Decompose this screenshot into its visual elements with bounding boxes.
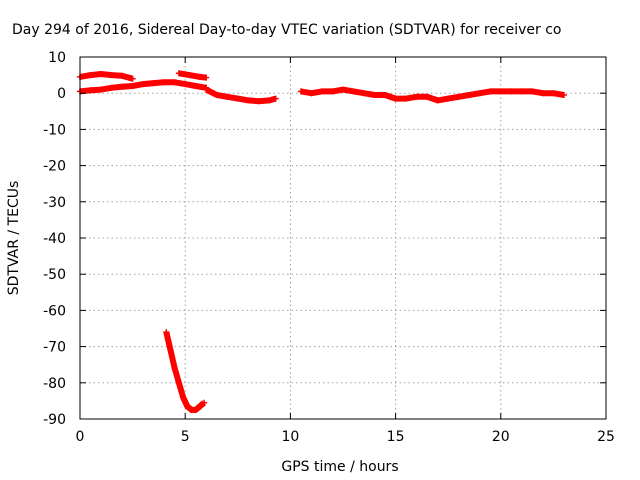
data-point xyxy=(150,80,157,87)
data-point xyxy=(403,95,410,102)
data-point xyxy=(171,79,178,86)
data-point xyxy=(234,95,241,102)
data-point xyxy=(186,72,193,79)
y-tick-label: -10 xyxy=(43,122,66,138)
data-point xyxy=(508,88,515,95)
data-point xyxy=(201,399,208,406)
data-point xyxy=(382,92,389,99)
data-point xyxy=(308,90,315,97)
grid xyxy=(80,57,606,419)
data-point xyxy=(318,88,325,95)
data-point xyxy=(175,70,182,77)
data-point xyxy=(466,92,473,99)
data-point xyxy=(129,82,136,89)
data-point xyxy=(539,90,546,97)
data-point xyxy=(192,406,199,413)
y-axis-label: SDTVAR / TECUs xyxy=(6,181,22,296)
data-point xyxy=(424,93,431,100)
plot-frame xyxy=(79,56,607,420)
data-point xyxy=(224,93,231,100)
data-point xyxy=(497,88,504,95)
y-tick-label: -40 xyxy=(43,231,66,247)
data-point xyxy=(255,98,262,105)
data-point xyxy=(98,86,105,93)
data-point xyxy=(392,95,399,102)
x-tick-label: 15 xyxy=(387,429,405,445)
data-point xyxy=(167,347,174,354)
data-point xyxy=(487,88,494,95)
data-point xyxy=(245,97,252,104)
data-point xyxy=(518,88,525,95)
data-point xyxy=(476,90,483,97)
y-tick-label: -70 xyxy=(43,340,66,356)
data-point xyxy=(180,394,187,401)
data-point xyxy=(140,81,147,88)
data-point xyxy=(445,95,452,102)
data-point xyxy=(161,79,168,86)
data-point xyxy=(163,329,170,336)
data-series-segment-6 xyxy=(163,331,207,413)
data-point xyxy=(98,71,105,78)
data-point xyxy=(340,86,346,93)
data-point xyxy=(203,86,210,93)
data-point xyxy=(196,403,203,410)
data-point xyxy=(350,88,357,95)
data-point xyxy=(196,73,203,80)
y-tick-label: -80 xyxy=(43,376,66,392)
y-tick-label: -30 xyxy=(43,195,66,211)
data-point xyxy=(108,84,115,91)
x-tick-label: 25 xyxy=(597,429,615,445)
data-point xyxy=(184,403,191,410)
data-point xyxy=(371,92,378,99)
data-point xyxy=(108,72,115,79)
x-tick-label: 20 xyxy=(492,429,510,445)
data-point xyxy=(87,72,94,79)
data-point xyxy=(434,97,441,104)
data-point xyxy=(119,72,126,79)
data-point xyxy=(455,93,462,100)
y-tick-label: -60 xyxy=(43,303,66,319)
data-point xyxy=(203,74,210,81)
data-point xyxy=(413,93,420,100)
y-tick-label: 0 xyxy=(57,86,66,102)
data-point xyxy=(192,82,199,89)
y-tick-label: 10 xyxy=(48,50,66,66)
chart-title: Day 294 of 2016, Sidereal Day-to-day VTE… xyxy=(12,22,561,38)
y-tick-label: -20 xyxy=(43,159,66,175)
x-axis-label: GPS time / hours xyxy=(281,459,398,475)
data-point xyxy=(87,87,94,94)
data-point xyxy=(213,92,220,99)
data-point xyxy=(361,90,368,97)
data-point xyxy=(171,365,178,372)
y-tick-label: -50 xyxy=(43,267,66,283)
y-tick-label: -90 xyxy=(43,412,66,428)
data-series-segment-3 xyxy=(178,70,207,81)
x-tick-label: 0 xyxy=(76,429,85,445)
x-tick-label: 10 xyxy=(281,429,299,445)
data-point xyxy=(529,88,536,95)
data-point xyxy=(550,90,557,97)
data-point xyxy=(129,75,136,82)
data-point xyxy=(182,81,189,88)
x-tick-label: 5 xyxy=(181,429,190,445)
series-layer xyxy=(77,70,567,413)
data-point xyxy=(329,88,336,95)
data-point xyxy=(560,92,567,99)
data-point xyxy=(119,83,126,90)
data-point xyxy=(272,95,279,102)
data-point xyxy=(297,88,304,95)
data-point xyxy=(175,379,182,386)
tick-labels: 0 5 10 15 20 25 10 0 -10 -20 -30 -40 -50 -60 -70 -80 -90 xyxy=(43,50,615,445)
data-point xyxy=(266,97,273,104)
